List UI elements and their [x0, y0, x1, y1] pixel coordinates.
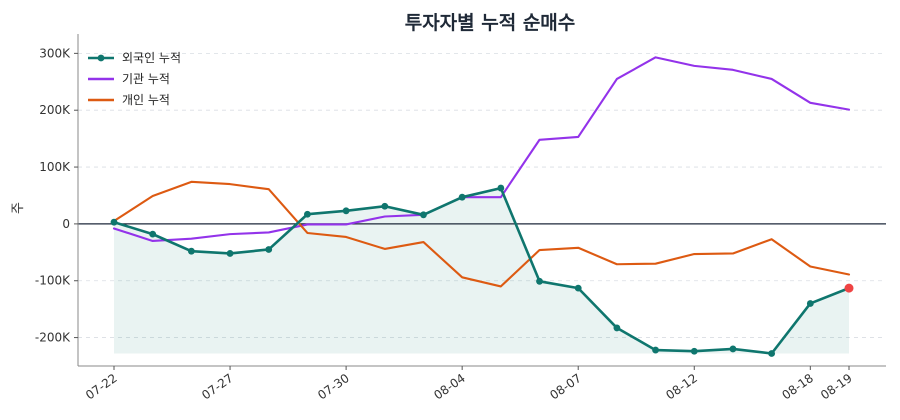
x-tick-label: 08-04 — [431, 371, 468, 402]
data-point — [110, 218, 118, 226]
y-tick-label: -200K — [35, 331, 71, 345]
data-point — [458, 193, 466, 201]
y-ticks: -200K -100K 0 100K 200K 300K — [35, 46, 78, 345]
series-lines — [112, 56, 851, 355]
x-tick-label: 08-12 — [663, 371, 700, 402]
series-line — [112, 180, 851, 288]
y-tick-label: 0 — [62, 217, 70, 231]
data-point — [187, 247, 195, 255]
x-tick-label: 07-27 — [199, 371, 236, 402]
data-point — [652, 346, 659, 354]
data-point — [497, 184, 505, 192]
y-tick-label: 200K — [39, 103, 71, 117]
x-tick-label: 07-22 — [83, 371, 120, 402]
axes — [77, 34, 886, 367]
x-tick-label: 08-07 — [547, 371, 584, 402]
data-point — [149, 230, 157, 238]
data-point — [265, 246, 273, 253]
y-tick-label: 300K — [39, 46, 71, 60]
data-point — [613, 324, 621, 332]
legend-marker — [97, 54, 105, 62]
x-ticks: 07-22 07-27 07-30 08-04 08-07 08-12 08-18 08-19 — [83, 366, 855, 402]
x-tick-label: 08-19 — [818, 371, 855, 402]
data-point — [226, 250, 234, 257]
data-point — [536, 277, 543, 285]
data-point — [768, 350, 776, 357]
series-line — [112, 186, 851, 355]
legend-label: 외국인 누적 — [122, 51, 181, 65]
y-tick-label: 100K — [39, 160, 71, 174]
data-point — [304, 210, 311, 218]
series-fill-area — [114, 188, 849, 354]
data-point — [574, 284, 582, 292]
fill-layer — [114, 188, 849, 354]
data-point — [690, 347, 698, 355]
y-tick-label: -100K — [35, 274, 71, 288]
last-point-marker — [844, 283, 854, 293]
y-axis-label: 주 — [11, 202, 26, 214]
legend-label: 기관 누적 — [122, 72, 170, 86]
x-tick-label: 08-18 — [779, 371, 816, 402]
legend-label: 개인 누적 — [122, 93, 170, 107]
data-point — [381, 202, 389, 210]
data-point — [420, 211, 427, 219]
x-tick-label: 07-30 — [315, 371, 352, 402]
series-markers — [110, 184, 854, 357]
data-point — [806, 300, 814, 307]
data-point — [729, 345, 737, 353]
data-point — [342, 207, 350, 215]
chart-title: 투자자별 누적 순매수 — [405, 12, 576, 34]
series-line — [112, 56, 851, 242]
